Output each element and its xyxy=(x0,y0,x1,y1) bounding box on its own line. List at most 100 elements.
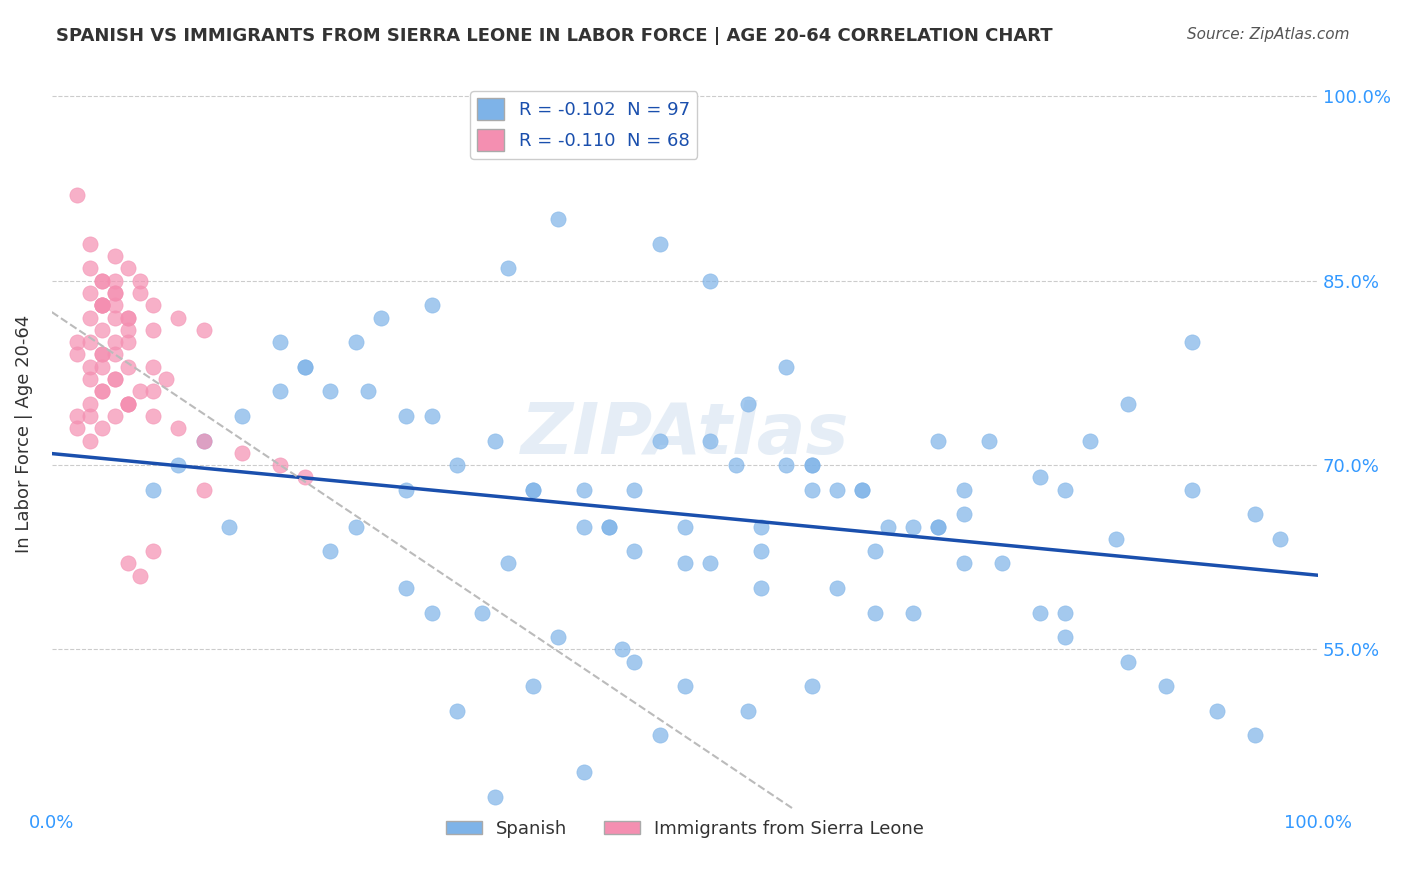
Point xyxy=(155,372,177,386)
Point xyxy=(522,483,544,497)
Point xyxy=(420,409,443,423)
Y-axis label: In Labor Force | Age 20-64: In Labor Force | Age 20-64 xyxy=(15,315,32,554)
Point xyxy=(1116,655,1139,669)
Text: SPANISH VS IMMIGRANTS FROM SIERRA LEONE IN LABOR FORCE | AGE 20-64 CORRELATION C: SPANISH VS IMMIGRANTS FROM SIERRA LEONE … xyxy=(56,27,1053,45)
Point xyxy=(142,359,165,374)
Point xyxy=(344,519,367,533)
Point xyxy=(1116,397,1139,411)
Point xyxy=(420,298,443,312)
Point xyxy=(800,483,823,497)
Point xyxy=(1028,470,1050,484)
Point xyxy=(104,372,127,386)
Point xyxy=(66,187,89,202)
Point xyxy=(142,483,165,497)
Point xyxy=(117,323,139,337)
Point xyxy=(91,298,114,312)
Point xyxy=(598,519,620,533)
Point xyxy=(927,519,949,533)
Point xyxy=(66,347,89,361)
Point xyxy=(104,372,127,386)
Point xyxy=(1243,728,1265,742)
Point xyxy=(395,409,418,423)
Point xyxy=(927,519,949,533)
Point xyxy=(547,630,569,644)
Point xyxy=(484,434,506,448)
Point xyxy=(357,384,380,399)
Point xyxy=(1205,704,1227,718)
Point xyxy=(269,458,291,472)
Point xyxy=(142,409,165,423)
Point xyxy=(104,286,127,301)
Point xyxy=(699,434,721,448)
Point xyxy=(117,310,139,325)
Point xyxy=(269,335,291,350)
Point xyxy=(269,384,291,399)
Point xyxy=(446,704,468,718)
Point xyxy=(673,557,696,571)
Point xyxy=(91,347,114,361)
Point xyxy=(294,359,316,374)
Point xyxy=(117,557,139,571)
Point xyxy=(863,544,886,558)
Point xyxy=(193,434,215,448)
Point xyxy=(737,397,759,411)
Point xyxy=(851,483,873,497)
Point xyxy=(901,519,924,533)
Point xyxy=(598,519,620,533)
Point xyxy=(496,261,519,276)
Point xyxy=(79,286,101,301)
Point xyxy=(193,483,215,497)
Point xyxy=(471,606,494,620)
Point xyxy=(167,458,190,472)
Point xyxy=(572,483,595,497)
Point xyxy=(990,557,1012,571)
Point xyxy=(446,458,468,472)
Point xyxy=(129,286,152,301)
Point xyxy=(395,827,418,841)
Point xyxy=(572,765,595,780)
Point xyxy=(167,310,190,325)
Text: ZIPAtlas: ZIPAtlas xyxy=(520,400,849,469)
Point xyxy=(648,236,671,251)
Point xyxy=(91,384,114,399)
Point xyxy=(610,642,633,657)
Point xyxy=(117,261,139,276)
Point xyxy=(420,606,443,620)
Point xyxy=(79,409,101,423)
Point xyxy=(876,519,898,533)
Point xyxy=(370,310,392,325)
Point xyxy=(91,359,114,374)
Point xyxy=(699,557,721,571)
Point xyxy=(977,434,1000,448)
Point xyxy=(117,397,139,411)
Point xyxy=(952,557,974,571)
Point xyxy=(724,458,747,472)
Point xyxy=(825,483,848,497)
Point xyxy=(193,323,215,337)
Point xyxy=(522,483,544,497)
Point xyxy=(901,606,924,620)
Point xyxy=(749,519,772,533)
Point xyxy=(91,421,114,435)
Point xyxy=(79,236,101,251)
Point xyxy=(1154,679,1177,693)
Point xyxy=(129,384,152,399)
Legend: Spanish, Immigrants from Sierra Leone: Spanish, Immigrants from Sierra Leone xyxy=(439,813,931,845)
Point xyxy=(800,458,823,472)
Point xyxy=(79,335,101,350)
Point xyxy=(673,679,696,693)
Point xyxy=(1053,483,1076,497)
Text: Source: ZipAtlas.com: Source: ZipAtlas.com xyxy=(1187,27,1350,42)
Point xyxy=(104,274,127,288)
Point xyxy=(851,483,873,497)
Point xyxy=(800,679,823,693)
Point xyxy=(91,298,114,312)
Point xyxy=(800,458,823,472)
Point xyxy=(952,483,974,497)
Point xyxy=(294,359,316,374)
Point xyxy=(1243,507,1265,521)
Point xyxy=(117,397,139,411)
Point xyxy=(104,310,127,325)
Point xyxy=(79,310,101,325)
Point xyxy=(775,458,797,472)
